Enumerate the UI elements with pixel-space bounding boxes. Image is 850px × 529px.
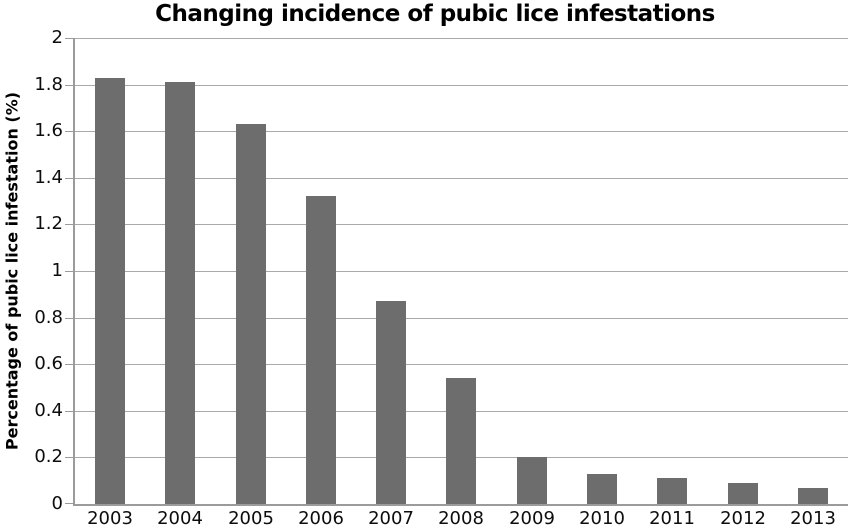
bar-2005 [236,124,266,504]
x-axis-tick-label: 2005 [228,508,274,529]
gridline [75,38,848,39]
y-axis-title: Percentage of pubic lice infestation (%) [2,91,22,451]
y-axis-tick [65,85,73,86]
bar-2007 [376,301,406,504]
gridline [75,271,848,272]
y-axis-tick [65,318,73,319]
y-axis-tick-label: 0.6 [34,353,63,374]
y-axis-tick-label: 1.6 [34,120,63,141]
gridline [75,364,848,365]
x-axis-tick-label: 2010 [579,508,625,529]
y-axis-tick-label: 0.4 [34,400,63,421]
y-axis-tick-label: 1 [51,260,63,281]
y-axis-tick-label: 1.8 [34,74,63,95]
y-axis-tick-label: 0 [51,493,63,514]
bar-2010 [587,474,617,504]
bar-2012 [728,483,758,504]
gridline [75,131,848,132]
y-axis-tick [65,457,73,458]
y-axis-tick [65,178,73,179]
bar-2013 [798,488,828,504]
y-axis-tick [65,364,73,365]
bar-2011 [657,478,687,504]
x-axis-tick-label: 2008 [438,508,484,529]
bar-2006 [306,196,336,504]
x-axis-tick-label: 2007 [368,508,414,529]
bar-2008 [446,378,476,504]
x-axis-tick-label: 2012 [720,508,766,529]
bar-2009 [517,457,547,504]
bar-2004 [165,82,195,504]
bar-2003 [95,78,125,504]
y-axis-tick [65,503,73,504]
x-axis-tick-label: 2004 [157,508,203,529]
x-axis-tick-label: 2011 [649,508,695,529]
y-axis-tick [65,224,73,225]
y-axis-tick [65,131,73,132]
y-axis-tick-label: 1.4 [34,167,63,188]
gridline [75,318,848,319]
plot-area: 0 0.2 0.4 0.6 0.8 1 1.2 1.4 1.6 1.8 2 2003 2004 2005 2… [34,29,848,528]
chart-title: Changing incidence of pubic lice infesta… [155,1,715,27]
gridline [75,224,848,225]
y-axis-tick-label: 0.8 [34,307,63,328]
y-axis-tick-label: 1.2 [34,213,63,234]
y-axis-tick [65,271,73,272]
gridline [75,85,848,86]
x-axis-tick-label: 2003 [87,508,133,529]
y-axis-tick [65,38,73,39]
y-axis-tick-label: 2 [51,27,63,48]
gridline [75,178,848,179]
x-axis-tick-label: 2009 [509,508,555,529]
y-axis-tick-label: 0.2 [34,446,63,467]
y-axis-tick [65,411,73,412]
x-axis-tick-label: 2006 [298,508,344,529]
x-axis-tick-label: 2013 [790,508,836,529]
